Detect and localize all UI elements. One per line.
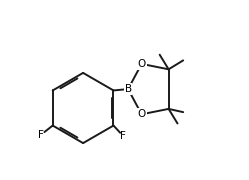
Text: O: O [137,59,146,69]
Text: F: F [121,131,126,141]
Text: B: B [124,84,132,94]
Text: F: F [38,130,43,140]
Text: O: O [137,109,146,119]
